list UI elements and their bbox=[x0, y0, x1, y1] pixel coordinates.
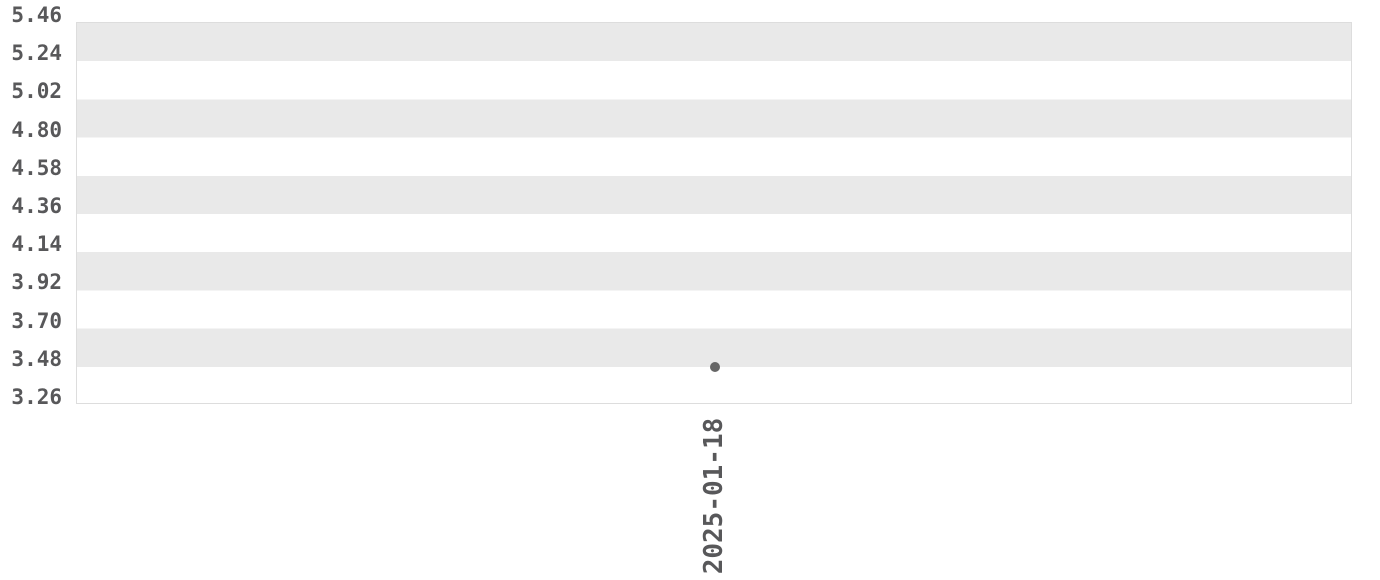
y-tick-label: 3.92 bbox=[11, 270, 62, 294]
y-tick-label: 3.70 bbox=[11, 309, 62, 333]
y-tick-label: 5.46 bbox=[11, 3, 62, 27]
plot-area bbox=[76, 22, 1352, 404]
y-tick-label: 4.14 bbox=[11, 232, 62, 256]
scatter-data-point[interactable] bbox=[710, 362, 720, 372]
y-tick-label: 4.58 bbox=[11, 156, 62, 180]
y-tick-label: 5.02 bbox=[11, 79, 62, 103]
y-tick-label: 5.24 bbox=[11, 41, 62, 65]
x-tick-label: 2025-01-18 bbox=[699, 417, 729, 575]
y-tick-label: 3.48 bbox=[11, 347, 62, 371]
y-tick-label: 4.80 bbox=[11, 118, 62, 142]
y-tick-label: 4.36 bbox=[11, 194, 62, 218]
y-tick-label: 3.26 bbox=[11, 385, 62, 409]
